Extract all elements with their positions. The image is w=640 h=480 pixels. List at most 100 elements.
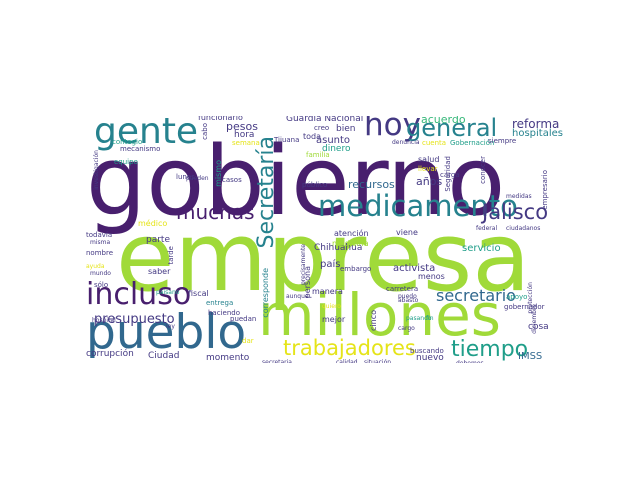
word-abasto: abasto xyxy=(398,297,419,304)
word-general: general xyxy=(406,116,498,142)
word-medicina: medicina xyxy=(332,239,369,248)
word-trabajadores: trabajadores xyxy=(283,336,416,360)
word-carga: carga xyxy=(440,171,460,179)
word-casos: casos xyxy=(222,176,242,184)
word-gente: gente xyxy=(94,116,199,152)
word-todavia: todavía xyxy=(86,231,113,239)
word-familia: familia xyxy=(306,151,330,159)
word-menos: menos xyxy=(418,272,445,281)
word-corrupcion: corrupción xyxy=(86,349,134,359)
word-medico: médico xyxy=(138,219,168,228)
word-acuerdo: acuerdo xyxy=(421,116,466,126)
word-tijuana: Tijuana xyxy=(274,136,300,144)
word-gobierno: gobierno xyxy=(86,127,506,237)
word-hospitales: hospitales xyxy=(512,128,563,139)
word-nombre: nombre xyxy=(86,249,114,257)
word-fiscal: fiscal xyxy=(188,289,209,298)
word-empresa: empresa xyxy=(116,203,531,313)
word-dinero: dinero xyxy=(322,144,351,154)
word-mejor: mejor xyxy=(322,315,346,324)
word-paisano: paisano xyxy=(156,289,180,296)
word-pueden: pueden xyxy=(186,175,209,182)
word-precisamente: precisamente xyxy=(300,244,307,285)
word-dar: dar xyxy=(242,337,254,345)
word-muchas: muchas xyxy=(176,200,255,224)
word-ley: ley xyxy=(166,323,175,330)
word-atencion: atención xyxy=(334,229,369,238)
word-ayuda: ayuda xyxy=(86,263,105,270)
word-cloud: gobierno empresa millones pueblo medicamento… xyxy=(86,116,580,363)
word-puedo: puedo xyxy=(398,293,417,300)
word-tarde: tarde xyxy=(167,246,175,265)
word-mecanismo: mecanismo xyxy=(120,145,161,153)
word-puedan: puedan xyxy=(230,315,257,323)
word-pais: país xyxy=(320,259,341,270)
word-denuncia: denuncia xyxy=(392,139,420,146)
word-jalisco: Jalisco xyxy=(482,200,549,224)
word-siempre: siempre xyxy=(488,137,517,145)
word-asunto: asunto xyxy=(316,135,351,146)
word-momento: momento xyxy=(206,353,250,363)
word-equipo: equipo xyxy=(114,158,138,166)
word-pueblo: pueblo xyxy=(86,305,247,360)
word-mismo: mismo xyxy=(214,160,223,187)
word-activista: activista xyxy=(393,263,436,274)
word-empresario: empresario xyxy=(541,170,549,210)
word-chihuahua: Chihuahua xyxy=(314,243,363,253)
word-conocer: conocer xyxy=(479,156,487,184)
word-gobernacion: Gobernación xyxy=(450,139,495,147)
word-recursos: recursos xyxy=(348,178,395,191)
word-hoy: hoy xyxy=(364,116,421,143)
word-parte: parte xyxy=(146,235,170,245)
word-nuevo: nuevo xyxy=(416,353,444,363)
word-incluso: incluso xyxy=(86,277,192,312)
word-creo: creo xyxy=(314,124,330,132)
word-toda: toda xyxy=(303,132,322,141)
word-secretario: secretario xyxy=(436,286,516,305)
word-salud: salud xyxy=(418,155,440,164)
word-cabo: cabo xyxy=(201,123,209,140)
word-aunque: aunque xyxy=(286,293,309,300)
word-contagio: contagio xyxy=(112,138,143,146)
word-saber: saber xyxy=(148,267,171,276)
word-hora: hora xyxy=(234,130,255,140)
word-tiempo: tiempo xyxy=(451,337,529,362)
word-quiero: quiero xyxy=(322,303,341,310)
word-viene: viene xyxy=(396,228,418,237)
word-federal: federal xyxy=(476,225,498,232)
word-lunes: lunes xyxy=(176,173,195,181)
word-calidad: calidad xyxy=(336,359,358,364)
word-secretaria-low: secretaria xyxy=(262,359,292,364)
word-servicio: servicio xyxy=(462,243,501,254)
word-cuenta: cuenta xyxy=(422,139,447,147)
word-situacion: situación xyxy=(364,359,392,364)
word-debemos: debemos xyxy=(456,361,484,364)
word-carretera: carretera xyxy=(386,285,419,293)
word-apoyo: apoyo xyxy=(506,293,528,301)
word-ciudadanos: ciudadanos xyxy=(506,225,541,232)
word-solo: sólo xyxy=(94,281,109,289)
word-medidas: medidas xyxy=(506,193,532,200)
word-seguridad: Seguridad xyxy=(444,156,452,192)
word-reforma: reforma xyxy=(512,117,560,131)
word-embargo: embargo xyxy=(340,265,372,273)
word-secretaria: Secretaría xyxy=(254,136,279,249)
word-pasando: pasando xyxy=(406,315,432,322)
word-misma: misma xyxy=(90,239,111,246)
word-semana: semana xyxy=(232,139,260,147)
word-fin: fin xyxy=(426,315,434,322)
word-cosa: cosa xyxy=(528,322,549,332)
word-millones: millones xyxy=(258,281,501,349)
word-imss: IMSS xyxy=(518,351,543,362)
word-pesos: pesos xyxy=(226,120,258,133)
word-medicamento: medicamento xyxy=(318,189,518,223)
word-haciendo: haciendo xyxy=(208,309,240,317)
word-corresponde: corresponde xyxy=(261,268,270,318)
word-gobernador: gobernador xyxy=(504,303,545,311)
word-cargo: cargo xyxy=(398,325,415,332)
word-publico: público xyxy=(302,181,328,189)
word-anos: años xyxy=(416,175,443,188)
word-manera: manera xyxy=(312,287,343,296)
word-funcionario: funcionario xyxy=(198,116,243,122)
word-llevar: llevar xyxy=(418,165,438,173)
